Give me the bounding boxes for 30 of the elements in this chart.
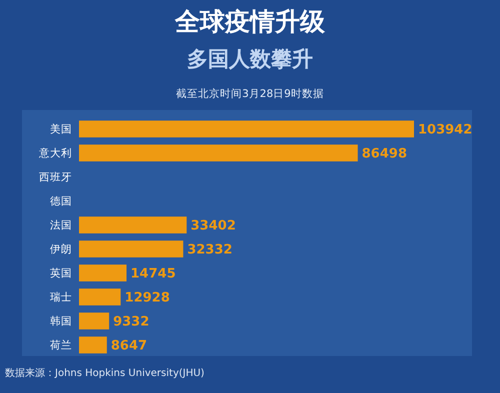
bar (79, 216, 187, 234)
chart-subtitle: 多国人数攀升 (187, 47, 313, 71)
y-tick-label: 德国 (50, 196, 72, 208)
y-tick-label: 荷兰 (50, 338, 72, 352)
bar (79, 312, 110, 330)
bar (79, 336, 107, 354)
bar (79, 240, 184, 258)
data-label: 14745 (130, 266, 176, 282)
y-tick-label: 美国 (50, 122, 72, 136)
y-tick-label: 瑞士 (50, 290, 72, 304)
data-label: 86498 (362, 146, 408, 162)
y-tick-label: 西班牙 (39, 170, 72, 184)
chart-title: 全球疫情升级 (174, 7, 326, 36)
bar (79, 144, 358, 162)
text: 截至北京时间3月28日9时数据 (176, 87, 324, 100)
y-tick-label: 意大利 (38, 146, 72, 160)
data-label: 12928 (124, 290, 170, 306)
y-tick-label: 韩国 (50, 314, 72, 328)
bar (79, 120, 414, 138)
bar (79, 264, 127, 282)
y-tick-label: 伊朗 (50, 242, 72, 256)
y-tick-label: 英国 (50, 266, 72, 280)
y-tick-label: 法国 (50, 218, 72, 232)
data-label: 33402 (190, 218, 236, 234)
data-label: 8647 (110, 338, 148, 354)
source-note: 数据来源：Johns Hopkins University(JHU) (5, 367, 205, 379)
bar (79, 288, 121, 306)
data-label: 9332 (113, 314, 150, 330)
data-label: 32332 (187, 242, 232, 258)
data-label: 103942 (418, 122, 472, 138)
